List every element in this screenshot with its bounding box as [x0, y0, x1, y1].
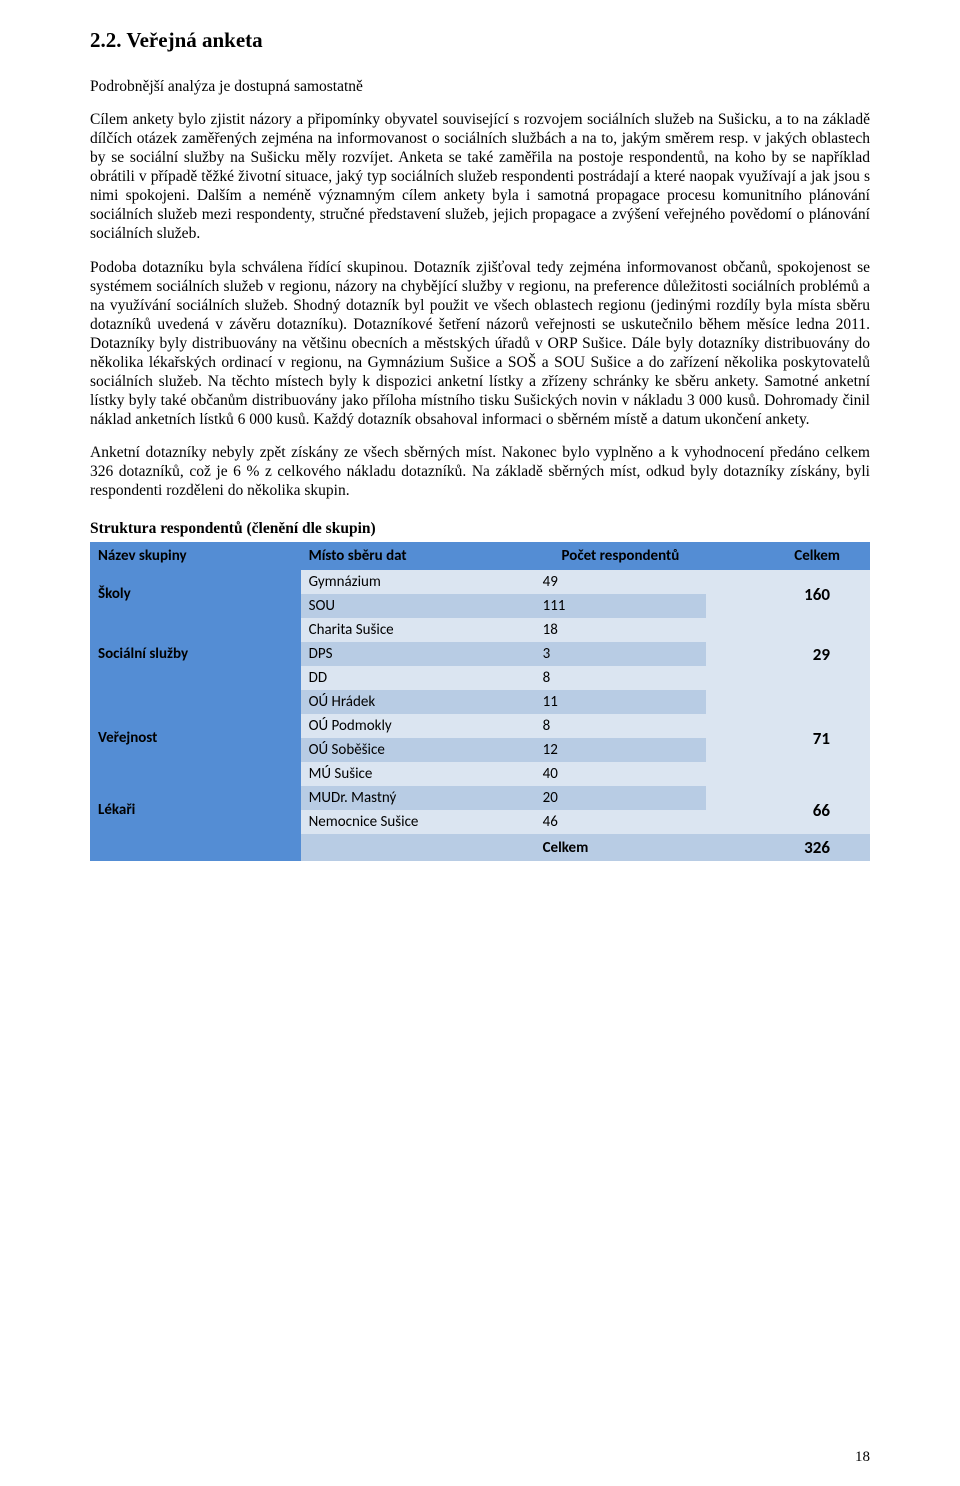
col-place: Místo sběru dat [301, 542, 535, 570]
table-row: LékařiMUDr. Mastný2066 [90, 786, 870, 810]
respondent-structure-table: Název skupiny Místo sběru dat Počet resp… [90, 542, 870, 861]
place-cell: OÚ Soběšice [301, 738, 535, 762]
group-total-cell: 29 [706, 618, 870, 690]
totals-group-cell [90, 834, 301, 861]
place-cell: MÚ Sušice [301, 762, 535, 786]
count-cell: 49 [535, 570, 707, 594]
group-name-cell: Veřejnost [90, 690, 301, 786]
col-name: Název skupiny [90, 542, 301, 570]
table-title: Struktura respondentů (členění dle skupi… [90, 520, 870, 538]
section-heading: 2.2. Veřejná anketa [90, 28, 870, 53]
count-cell: 11 [535, 690, 707, 714]
table-row: VeřejnostOÚ Hrádek1171 [90, 690, 870, 714]
col-count: Počet respondentů [535, 542, 707, 570]
place-cell: DD [301, 666, 535, 690]
count-cell: 18 [535, 618, 707, 642]
group-total-cell: 160 [706, 570, 870, 618]
table-header-row: Název skupiny Místo sběru dat Počet resp… [90, 542, 870, 570]
count-cell: 40 [535, 762, 707, 786]
group-name-cell: Lékaři [90, 786, 301, 834]
table-row: ŠkolyGymnázium49160 [90, 570, 870, 594]
totals-row: Celkem326 [90, 834, 870, 861]
place-cell: Gymnázium [301, 570, 535, 594]
count-cell: 3 [535, 642, 707, 666]
place-cell: OÚ Podmokly [301, 714, 535, 738]
group-total-cell: 71 [706, 690, 870, 786]
totals-blank-cell [301, 834, 535, 861]
place-cell: Charita Sušice [301, 618, 535, 642]
count-cell: 12 [535, 738, 707, 762]
paragraph-1: Cílem ankety bylo zjistit názory a připo… [90, 110, 870, 243]
table-row: Sociální službyCharita Sušice1829 [90, 618, 870, 642]
totals-value-cell: 326 [706, 834, 870, 861]
place-cell: OÚ Hrádek [301, 690, 535, 714]
paragraph-2: Podoba dotazníku byla schválena řídící s… [90, 258, 870, 430]
place-cell: SOU [301, 594, 535, 618]
group-total-cell: 66 [706, 786, 870, 834]
col-total: Celkem [706, 542, 870, 570]
totals-label-cell: Celkem [535, 834, 707, 861]
intro-line: Podrobnější analýza je dostupná samostat… [90, 77, 870, 96]
group-name-cell: Sociální služby [90, 618, 301, 690]
count-cell: 111 [535, 594, 707, 618]
place-cell: DPS [301, 642, 535, 666]
document-page: 2.2. Veřejná anketa Podrobnější analýza … [0, 0, 960, 1486]
count-cell: 8 [535, 714, 707, 738]
place-cell: Nemocnice Sušice [301, 810, 535, 834]
group-name-cell: Školy [90, 570, 301, 618]
page-number: 18 [855, 1449, 870, 1466]
count-cell: 46 [535, 810, 707, 834]
count-cell: 20 [535, 786, 707, 810]
count-cell: 8 [535, 666, 707, 690]
paragraph-3: Anketní dotazníky nebyly zpět získány ze… [90, 443, 870, 500]
place-cell: MUDr. Mastný [301, 786, 535, 810]
